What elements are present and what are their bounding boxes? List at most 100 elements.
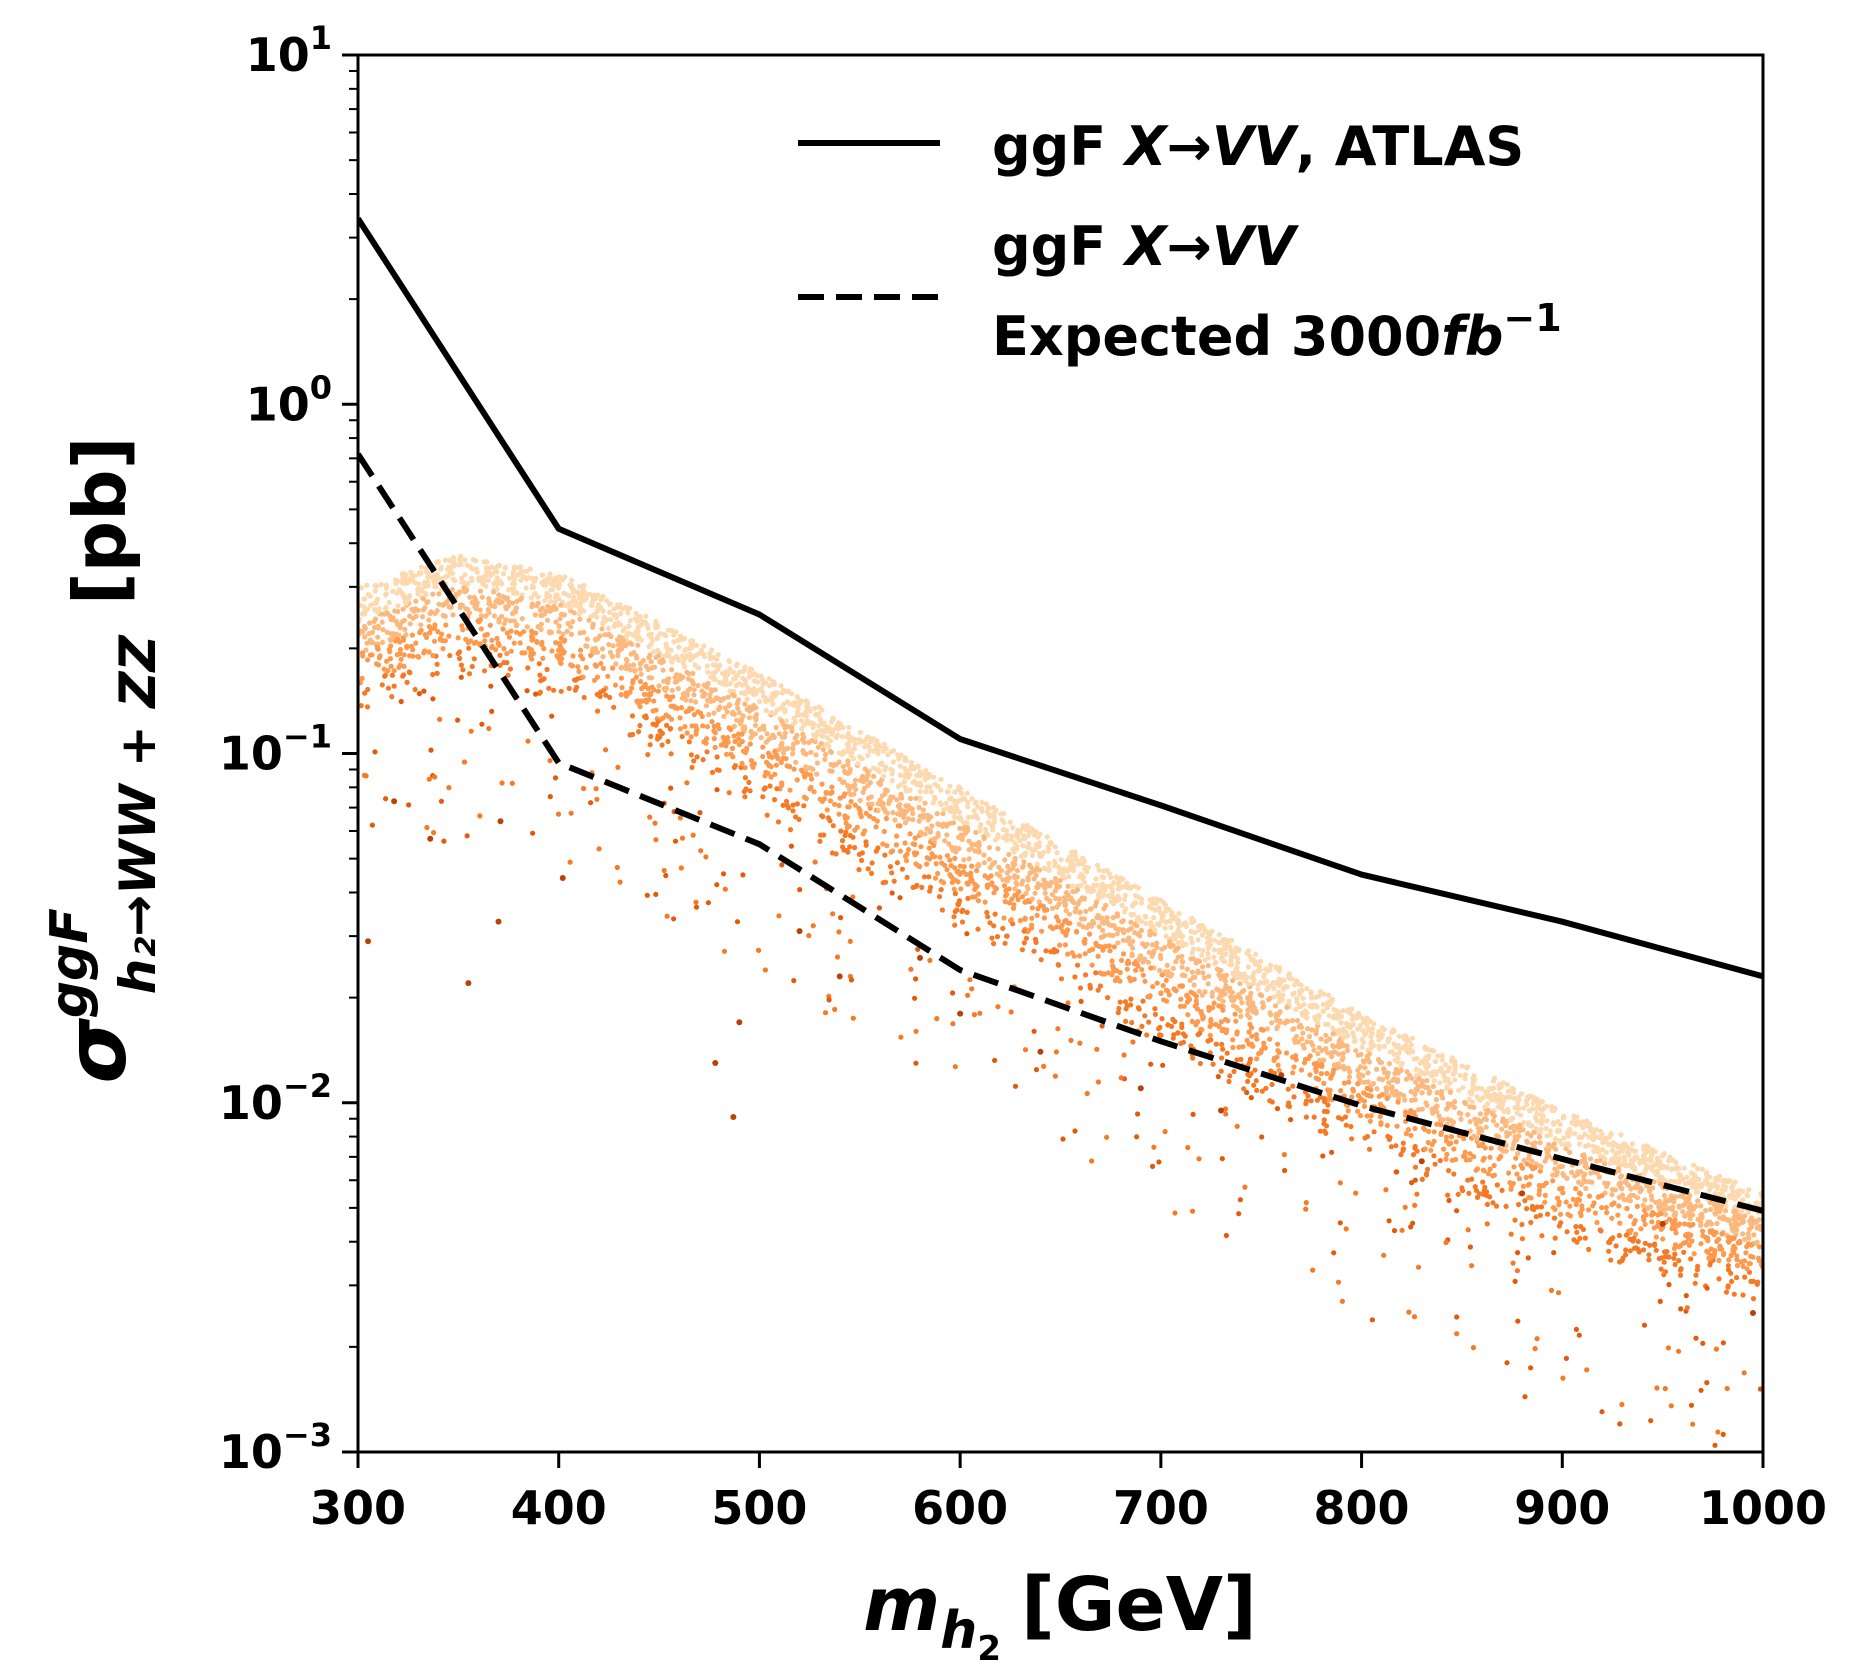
scatter-point bbox=[1729, 1278, 1735, 1284]
scatter-point bbox=[1077, 898, 1083, 904]
scatter-point bbox=[1128, 884, 1134, 890]
scatter-point bbox=[964, 790, 970, 796]
scatter-point bbox=[1536, 1191, 1542, 1198]
scatter-point bbox=[1390, 1077, 1396, 1083]
scatter-point bbox=[1538, 1204, 1545, 1210]
scatter-point bbox=[952, 908, 958, 915]
scatter-point bbox=[1043, 948, 1049, 954]
scatter-point bbox=[1543, 1146, 1549, 1152]
scatter-point bbox=[430, 653, 436, 659]
scatter-point bbox=[895, 811, 901, 817]
scatter-point bbox=[845, 758, 851, 764]
scatter-point bbox=[1291, 1064, 1297, 1070]
scatter-point bbox=[911, 850, 918, 856]
scatter-point bbox=[974, 867, 980, 874]
scatter-point bbox=[1087, 931, 1093, 937]
scatter-point bbox=[1676, 1258, 1682, 1264]
scatter-point bbox=[1053, 914, 1060, 920]
scatter-point bbox=[844, 824, 851, 831]
scatter-point bbox=[1106, 943, 1112, 949]
scatter-point bbox=[548, 598, 554, 604]
scatter-point bbox=[843, 820, 849, 826]
scatter-point bbox=[408, 569, 414, 576]
scatter-point bbox=[1484, 1201, 1490, 1207]
scatter-point bbox=[1070, 898, 1076, 905]
scatter-point bbox=[1515, 1100, 1521, 1106]
scatter-point bbox=[1179, 1024, 1185, 1030]
scatter-point bbox=[645, 692, 651, 698]
scatter-point bbox=[1411, 1056, 1417, 1062]
scatter-point bbox=[466, 645, 472, 651]
scatter-point bbox=[725, 694, 731, 700]
scatter-point bbox=[905, 803, 912, 809]
scatter-point bbox=[787, 787, 793, 793]
scatter-point bbox=[1604, 1210, 1610, 1216]
scatter-point bbox=[1144, 941, 1150, 947]
scatter-point bbox=[1277, 1018, 1283, 1024]
scatter-point bbox=[588, 603, 595, 609]
scatter-point bbox=[1063, 908, 1069, 914]
scatter-point bbox=[1163, 902, 1169, 909]
scatter-point bbox=[477, 607, 483, 613]
scatter-point bbox=[1012, 857, 1018, 863]
scatter-point bbox=[1667, 1154, 1673, 1160]
scatter-point bbox=[611, 704, 617, 710]
scatter-point bbox=[629, 631, 635, 637]
scatter-point bbox=[549, 648, 555, 654]
scatter-point bbox=[525, 665, 531, 671]
scatter-point bbox=[1673, 1166, 1679, 1172]
scatter-point bbox=[1111, 880, 1117, 886]
scatter-point bbox=[1590, 1136, 1596, 1143]
scatter-point bbox=[1200, 970, 1206, 976]
scatter-point bbox=[1135, 914, 1142, 921]
scatter-point bbox=[1168, 1023, 1175, 1029]
scatter-point bbox=[626, 623, 632, 629]
scatter-point bbox=[857, 729, 864, 736]
scatter-point bbox=[1029, 852, 1036, 859]
scatter-point bbox=[1560, 1171, 1566, 1177]
scatter-point bbox=[1712, 1182, 1718, 1188]
scatter-point bbox=[1405, 1127, 1411, 1133]
scatter-point bbox=[690, 655, 696, 661]
scatter-point bbox=[382, 673, 388, 679]
scatter-point bbox=[566, 600, 572, 607]
scatter-point bbox=[493, 647, 499, 653]
scatter-point bbox=[1136, 957, 1142, 963]
scatter-point bbox=[1132, 930, 1138, 936]
scatter-point bbox=[897, 848, 904, 854]
scatter-point bbox=[599, 646, 606, 652]
scatter-point bbox=[743, 747, 750, 753]
scatter-point bbox=[1128, 926, 1134, 932]
scatter-point bbox=[1073, 928, 1080, 934]
scatter-point bbox=[1001, 820, 1007, 826]
scatter-point bbox=[1017, 917, 1024, 924]
scatter-point bbox=[1467, 1119, 1473, 1125]
scatter-point bbox=[1365, 1070, 1371, 1076]
scatter-point bbox=[1567, 1213, 1573, 1219]
scatter-point bbox=[1364, 1133, 1371, 1140]
scatter-point bbox=[1144, 1032, 1150, 1038]
scatter-point bbox=[839, 734, 845, 740]
scatter-point bbox=[883, 815, 890, 822]
scatter-point bbox=[637, 722, 643, 729]
scatter-point bbox=[1044, 834, 1050, 840]
scatter-point bbox=[1115, 875, 1122, 881]
scatter-point bbox=[1646, 1188, 1653, 1194]
scatter-point bbox=[1058, 925, 1064, 931]
scatter-point bbox=[1101, 868, 1107, 874]
scatter-point bbox=[850, 834, 856, 840]
scatter-point bbox=[1190, 946, 1197, 952]
scatter-point bbox=[1656, 1174, 1662, 1180]
scatter-point bbox=[590, 621, 596, 627]
scatter-point bbox=[1170, 965, 1176, 972]
scatter-point bbox=[1180, 959, 1186, 965]
scatter-point bbox=[1728, 1270, 1734, 1276]
scatter-point bbox=[486, 610, 492, 616]
scatter-point bbox=[917, 769, 923, 775]
scatter-point bbox=[875, 767, 881, 773]
scatter-point bbox=[1647, 1242, 1653, 1248]
scatter-point bbox=[1075, 962, 1081, 968]
scatter-point bbox=[742, 701, 748, 707]
scatter-point bbox=[481, 668, 488, 674]
scatter-point bbox=[790, 802, 796, 808]
